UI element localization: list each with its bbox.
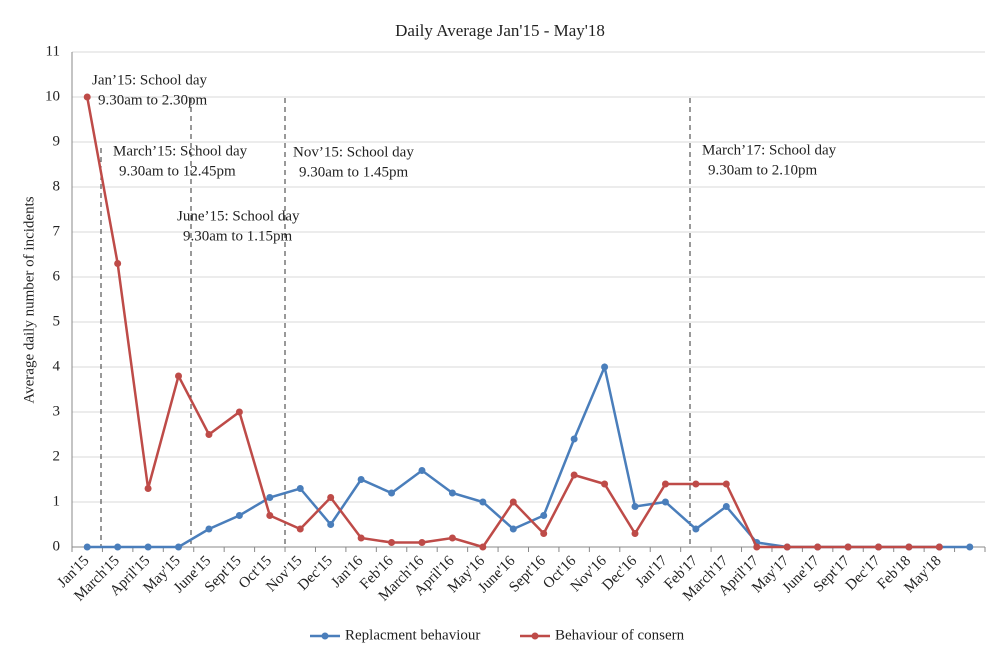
annotation: June’15: School day bbox=[177, 208, 300, 224]
data-point bbox=[205, 525, 213, 533]
data-point bbox=[144, 543, 152, 551]
legend-label: Replacment behaviour bbox=[345, 627, 480, 643]
y-tick-label: 9 bbox=[53, 133, 61, 149]
data-point bbox=[722, 480, 730, 488]
data-point bbox=[692, 480, 700, 488]
y-tick-label: 3 bbox=[53, 403, 61, 419]
data-point bbox=[175, 543, 183, 551]
data-point bbox=[874, 543, 882, 551]
annotation: 9.30am to 2.10pm bbox=[708, 162, 817, 178]
data-point bbox=[631, 503, 639, 510]
data-point bbox=[661, 498, 669, 506]
y-tick-label: 2 bbox=[53, 448, 61, 464]
x-tick-label: Dec'15 bbox=[295, 553, 336, 594]
data-point bbox=[83, 543, 91, 551]
data-point bbox=[479, 498, 487, 506]
data-point bbox=[388, 539, 396, 546]
annotation: March’17: School day bbox=[702, 142, 837, 158]
data-point bbox=[235, 512, 243, 519]
y-tick-label: 4 bbox=[53, 358, 61, 374]
data-point bbox=[83, 93, 91, 101]
annotation: 9.30am to 1.15pm bbox=[183, 228, 292, 244]
data-point bbox=[205, 431, 213, 438]
legend-marker bbox=[321, 632, 329, 640]
y-axis-label: Average daily number of incidents bbox=[21, 196, 37, 403]
annotation: 9.30am to 1.45pm bbox=[299, 164, 408, 180]
data-point bbox=[844, 543, 852, 551]
data-point bbox=[570, 435, 578, 443]
data-point bbox=[357, 476, 365, 483]
data-point bbox=[935, 543, 943, 551]
y-tick-label: 11 bbox=[46, 43, 60, 59]
data-point bbox=[418, 467, 426, 474]
data-point bbox=[692, 525, 700, 533]
data-point bbox=[509, 525, 517, 533]
data-point bbox=[357, 534, 365, 542]
data-point bbox=[783, 543, 791, 551]
data-point bbox=[509, 498, 517, 506]
data-point bbox=[448, 534, 456, 542]
data-point bbox=[570, 471, 578, 479]
x-tick-label: Dec'17 bbox=[843, 553, 884, 594]
y-tick-label: 5 bbox=[53, 313, 61, 329]
data-point bbox=[114, 260, 122, 267]
data-point bbox=[266, 494, 274, 501]
data-point bbox=[905, 543, 913, 551]
data-point bbox=[722, 503, 730, 510]
y-tick-label: 0 bbox=[53, 538, 61, 554]
data-point bbox=[175, 372, 183, 380]
data-point bbox=[114, 543, 122, 551]
data-point bbox=[661, 480, 669, 488]
data-point bbox=[814, 543, 822, 551]
y-tick-label: 7 bbox=[53, 223, 61, 239]
data-point bbox=[540, 530, 548, 537]
annotation: 9.30am to 12.45pm bbox=[119, 163, 236, 179]
x-tick-label: Dec'16 bbox=[599, 553, 640, 594]
data-point bbox=[479, 543, 487, 551]
legend-label: Behaviour of consern bbox=[555, 627, 685, 643]
data-point bbox=[388, 489, 396, 497]
data-point bbox=[296, 485, 304, 492]
data-point bbox=[327, 494, 335, 501]
data-point bbox=[327, 521, 335, 528]
data-point bbox=[966, 543, 974, 551]
y-tick-label: 1 bbox=[53, 493, 61, 509]
data-point bbox=[601, 480, 609, 488]
data-point bbox=[235, 408, 243, 416]
data-point bbox=[753, 543, 761, 551]
data-point bbox=[540, 512, 548, 519]
legend-marker bbox=[531, 632, 539, 640]
data-point bbox=[418, 539, 426, 546]
annotation: 9.30am to 2.30pm bbox=[98, 92, 207, 108]
data-point bbox=[296, 525, 304, 533]
y-tick-label: 6 bbox=[53, 268, 61, 284]
y-tick-label: 8 bbox=[53, 178, 61, 194]
data-point bbox=[448, 489, 456, 497]
y-tick-label: 10 bbox=[45, 88, 60, 104]
data-point bbox=[601, 363, 609, 371]
data-point bbox=[144, 485, 152, 492]
chart-title: Daily Average Jan'15 - May'18 bbox=[395, 21, 605, 40]
annotation: March’15: School day bbox=[113, 143, 248, 159]
annotation: Jan’15: School day bbox=[92, 72, 207, 88]
data-point bbox=[631, 530, 639, 537]
annotation: Nov’15: School day bbox=[293, 144, 414, 160]
data-point bbox=[266, 512, 274, 519]
